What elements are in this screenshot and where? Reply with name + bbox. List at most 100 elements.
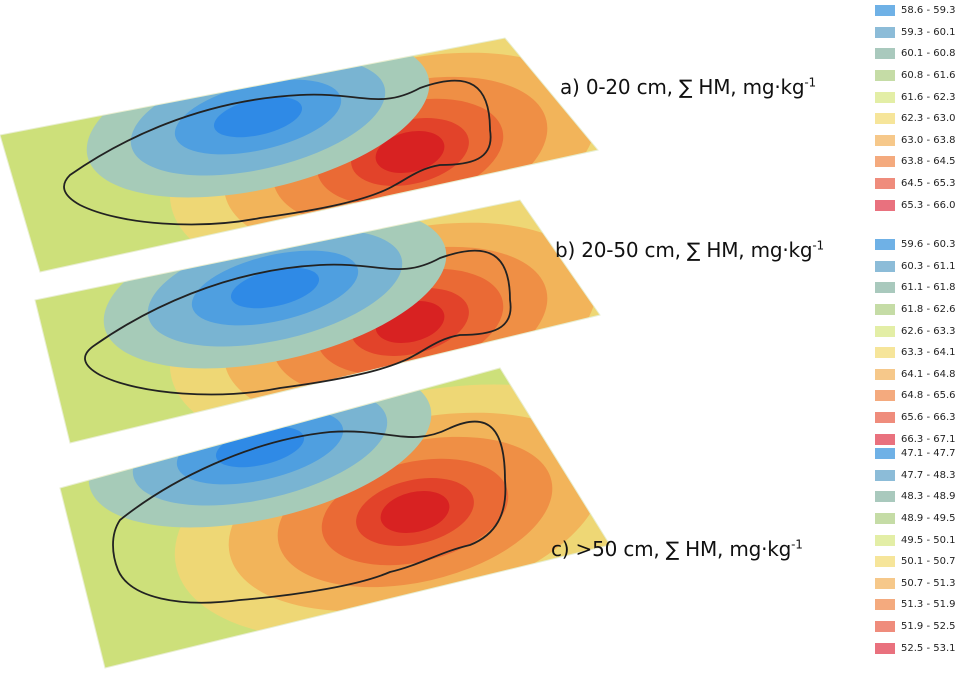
legend-item: 62.3 - 63.0 [875, 108, 962, 130]
legend-swatch [875, 113, 895, 125]
legend-swatch [875, 577, 895, 589]
legend-range-label: 50.1 - 50.7 [901, 556, 956, 568]
map-layer-over-50cm [59, 367, 611, 669]
legend-range-label: 61.6 - 62.3 [901, 91, 956, 103]
legend-swatch [875, 556, 895, 568]
legend-item: 47.1 - 47.7 [875, 443, 962, 465]
legend-item: 64.8 - 65.6 [875, 385, 962, 407]
legend-item: 50.1 - 50.7 [875, 551, 962, 573]
cool-contour-band [213, 96, 303, 138]
legend-range-label: 65.3 - 66.0 [901, 199, 956, 211]
legend-swatch [875, 433, 895, 445]
legend-swatch [875, 91, 895, 103]
legend-item: 51.3 - 51.9 [875, 594, 962, 616]
legend-swatch [875, 239, 895, 251]
legend-range-label: 51.9 - 52.5 [901, 621, 956, 633]
legend-swatch [875, 642, 895, 654]
legend-range-label: 61.8 - 62.6 [901, 304, 956, 316]
legend-swatch [875, 390, 895, 402]
legend-item: 61.6 - 62.3 [875, 86, 962, 108]
site-boundary-outline [84, 249, 512, 396]
map-plane-edge [59, 367, 611, 669]
legend-range-label: 59.6 - 60.3 [901, 239, 956, 251]
legend-swatch [875, 491, 895, 503]
legend-swatch [875, 70, 895, 82]
legend-item: 62.6 - 63.3 [875, 320, 962, 342]
legend-range-label: 62.3 - 63.0 [901, 113, 956, 125]
legend-item: 65.6 - 66.3 [875, 407, 962, 429]
legend-swatch [875, 448, 895, 460]
legend-range-label: 63.8 - 64.5 [901, 156, 956, 168]
legend-item: 48.3 - 48.9 [875, 486, 962, 508]
legend-item: 48.9 - 49.5 [875, 508, 962, 530]
legend-item: 64.1 - 64.8 [875, 364, 962, 386]
legend-swatch [875, 347, 895, 359]
legend-swatch [875, 325, 895, 337]
legend-range-label: 47.1 - 47.7 [901, 448, 956, 460]
legend-range-label: 63.0 - 63.8 [901, 134, 956, 146]
legend-range-label: 48.9 - 49.5 [901, 513, 956, 525]
legend-item: 47.7 - 48.3 [875, 465, 962, 487]
legend-range-label: 48.3 - 48.9 [901, 491, 956, 503]
legend-item: 51.9 - 52.5 [875, 616, 962, 638]
legend-item: 61.1 - 61.8 [875, 277, 962, 299]
legend-swatch [875, 534, 895, 546]
map-layer-20-50cm [34, 199, 601, 444]
legend-swatch [875, 304, 895, 316]
warm-contour-band [375, 130, 445, 174]
legend-swatch [875, 134, 895, 146]
legend-swatch [875, 368, 895, 380]
legend-range-label: 60.1 - 60.8 [901, 48, 956, 60]
legend-swatch [875, 156, 895, 168]
legend-swatch [875, 260, 895, 272]
legend-item: 65.3 - 66.0 [875, 194, 962, 216]
legend-range-label: 60.3 - 61.1 [901, 260, 956, 272]
legend-item: 60.8 - 61.6 [875, 65, 962, 87]
legend-range-label: 63.3 - 64.1 [901, 347, 956, 359]
legend-swatch [875, 513, 895, 525]
legend-range-label: 52.5 - 53.1 [901, 642, 956, 654]
legend-item: 59.3 - 60.1 [875, 22, 962, 44]
legend-item: 63.0 - 63.8 [875, 130, 962, 152]
legend-range-label: 50.7 - 51.3 [901, 577, 956, 589]
legend-swatch [875, 26, 895, 38]
site-boundary-outline [112, 420, 507, 604]
legend-range-label: 66.3 - 67.1 [901, 433, 956, 445]
legend-range-label: 49.5 - 50.1 [901, 534, 956, 546]
legend-item: 58.6 - 59.3 [875, 0, 962, 22]
warm-contour-band [380, 490, 450, 534]
legend-range-label: 64.1 - 64.8 [901, 368, 956, 380]
legend-range-label: 64.5 - 65.3 [901, 178, 956, 190]
legend-item: 63.8 - 64.5 [875, 151, 962, 173]
cool-contour-band [230, 267, 320, 309]
site-boundary-outline [63, 79, 492, 226]
legend-item: 49.5 - 50.1 [875, 529, 962, 551]
legend-range-label: 51.3 - 51.9 [901, 599, 956, 611]
layer-label-over-50cm: c) >50 cm, ∑ HM, mg·kg-1 [551, 537, 803, 561]
legend-range-label: 65.6 - 66.3 [901, 412, 956, 424]
legend-over-50cm: 47.1 - 47.7 47.7 - 48.3 48.3 - 48.9 48.9 - … [875, 443, 962, 659]
legend-0-20cm: 58.6 - 59.3 59.3 - 60.1 60.1 - 60.8 60.8 - … [875, 0, 962, 216]
legend-swatch [875, 621, 895, 633]
legend-20-50cm: 59.6 - 60.3 60.3 - 61.1 61.1 - 61.8 61.8 - … [875, 234, 962, 450]
legend-range-label: 64.8 - 65.6 [901, 390, 956, 402]
layer-label-0-20cm: a) 0-20 cm, ∑ HM, mg·kg-1 [560, 75, 816, 99]
legend-range-label: 62.6 - 63.3 [901, 325, 956, 337]
legend-swatch [875, 199, 895, 211]
legend-swatch [875, 412, 895, 424]
legend-item: 59.6 - 60.3 [875, 234, 962, 256]
legend-swatch [875, 48, 895, 60]
map-layer-0-20cm [0, 37, 599, 273]
legend-swatch [875, 282, 895, 294]
legend-item: 63.3 - 64.1 [875, 342, 962, 364]
legend-range-label: 60.8 - 61.6 [901, 70, 956, 82]
legend-range-label: 61.1 - 61.8 [901, 282, 956, 294]
legend-item: 52.5 - 53.1 [875, 637, 962, 659]
legend-swatch [875, 599, 895, 611]
layer-label-20-50cm: b) 20-50 cm, ∑ HM, mg·kg-1 [555, 238, 824, 262]
legend-swatch [875, 178, 895, 190]
legend-swatch [875, 469, 895, 481]
map-plane-edge [34, 199, 601, 444]
legend-range-label: 47.7 - 48.3 [901, 469, 956, 481]
